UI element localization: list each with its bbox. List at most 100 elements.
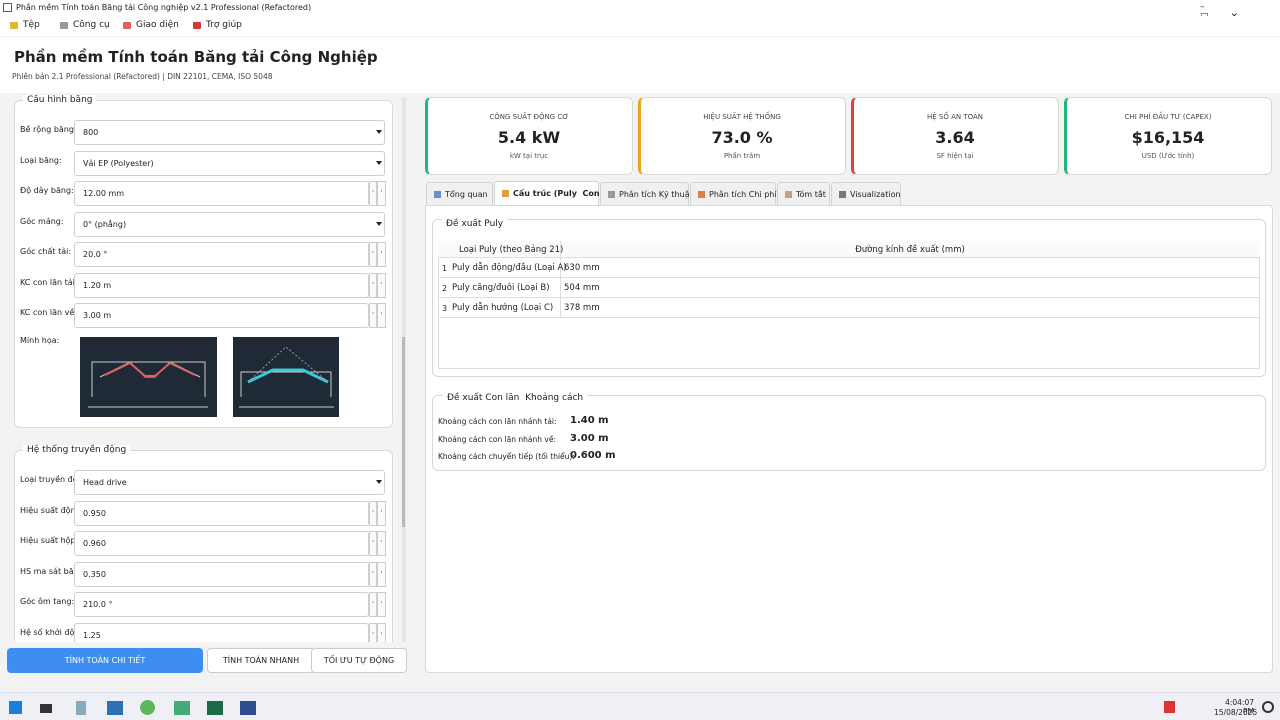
spin-down[interactable]: · — [369, 561, 377, 587]
pulley-diameter: 504 mm — [564, 283, 600, 293]
field-value: 0.950 — [83, 508, 106, 518]
field-label: HS ma sát băng-tang: — [20, 566, 108, 576]
row-number: 2 — [442, 284, 448, 293]
taskbar-app[interactable] — [174, 701, 190, 715]
spin-box[interactable]: 1.25 — [74, 622, 369, 642]
tab-label: Tổng quan — [445, 190, 488, 199]
menu-icon — [60, 22, 68, 29]
spin-up[interactable]: · — [377, 531, 386, 556]
spin-box[interactable]: 0.350 — [74, 561, 369, 587]
primary-button[interactable]: TÍNH TOÁN CHI TIẾT — [7, 648, 203, 673]
field-value: 3.00 m — [83, 311, 112, 320]
spin-down[interactable]: · — [369, 272, 377, 298]
tab-label: Tóm tắt — [796, 190, 826, 199]
field-label: Hiệu suất động cơ: — [20, 505, 96, 515]
menu-icon — [10, 22, 18, 29]
field-label: Minh họa: — [20, 336, 60, 345]
menu-item[interactable]: Giao diện — [136, 20, 179, 30]
notification[interactable] — [1262, 701, 1274, 713]
spin-box[interactable]: 12.00 mm — [74, 181, 369, 206]
secondary-button[interactable]: TỐI ƯU TỰ ĐỘNG — [311, 648, 407, 673]
taskbar-app[interactable] — [40, 704, 52, 713]
combo-box[interactable]: Head drive — [74, 470, 385, 495]
field-value: 0.960 — [83, 539, 106, 548]
tab[interactable]: Tổng quan — [426, 182, 493, 205]
spin-box[interactable]: 3.00 m — [74, 303, 369, 328]
spin-up[interactable]: · — [377, 561, 386, 587]
column-header: Loại Puly (theo Bảng 21) — [459, 245, 564, 255]
kpi-title: CÔNG SUẤT ĐỘNG CƠ — [489, 113, 569, 121]
kpi-card — [638, 97, 846, 175]
kpi-caption: kW tại trục — [509, 152, 549, 160]
menu-item[interactable]: Công cụ — [73, 20, 110, 30]
field-label: Hệ số khởi động: — [20, 627, 88, 637]
secondary-button[interactable]: TÍNH TOÁN NHANH — [207, 648, 315, 673]
spin-up[interactable]: · — [377, 242, 386, 267]
settings-panel: Cấu hình băng Bề rộng băng: 800 Loại băng: V… — [7, 95, 401, 642]
kpi-cards: CÔNG SUẤT ĐỘNG CƠ 5.4 kW kW tại trục HIỆU S… — [0, 97, 1280, 177]
combo-box[interactable]: 800 — [74, 120, 385, 145]
spin-up[interactable]: · — [377, 272, 386, 298]
spin-box[interactable]: 20.0 ° — [74, 242, 369, 267]
kpi-value: $16,154 — [1131, 128, 1205, 147]
scrollbar[interactable] — [402, 97, 406, 642]
spin-up[interactable]: · — [377, 303, 386, 328]
spin-down[interactable]: · — [369, 303, 377, 328]
row-number: 1 — [442, 264, 448, 273]
taskbar-app[interactable] — [107, 701, 123, 715]
column-divider — [560, 241, 561, 318]
spin-down[interactable]: · — [369, 592, 377, 617]
spacing-label: Khoảng cách con lăn nhánh về: — [438, 434, 556, 444]
spin-down[interactable]: · — [369, 181, 377, 206]
taskbar-app[interactable] — [140, 700, 155, 715]
spin-up[interactable]: · — [377, 181, 386, 206]
spacing-label: Khoảng cách con lăn nhánh tải: — [438, 417, 557, 426]
tab[interactable]: Phân tích Kỹ thuật — [600, 182, 693, 205]
spacing-value: 3.00 m — [570, 432, 609, 444]
group-title: Đề xuất Con lăn Khoảng cách — [443, 393, 588, 403]
spin-box[interactable]: 0.950 — [74, 500, 369, 526]
spin-up[interactable]: · — [377, 592, 386, 617]
spin-box[interactable]: 210.0 ° — [74, 592, 369, 617]
combo-box[interactable]: Vải EP (Polyester) — [74, 150, 385, 176]
start-button[interactable] — [9, 701, 22, 714]
spacing-value: 1.40 m — [570, 415, 609, 426]
spin-down[interactable]: · — [369, 531, 377, 556]
spin-down[interactable]: · — [369, 622, 377, 642]
combo-box[interactable]: 0° (phẳng) — [74, 211, 385, 237]
tab-icon — [502, 190, 509, 197]
menu-icon — [193, 22, 201, 29]
field-label: Độ dày băng: — [20, 186, 74, 195]
spin-box[interactable]: 1.20 m — [74, 272, 369, 298]
spin-down[interactable]: · — [369, 242, 377, 267]
illustration — [80, 337, 217, 417]
kpi-caption: USD (Ước tính) — [1141, 152, 1195, 160]
spin-box[interactable]: 0.960 — [74, 531, 369, 556]
header: Phần mềm Tính toán Băng tải Công Nghiệp … — [0, 37, 1280, 93]
column-header: Đường kính đề xuất (mm) — [855, 245, 965, 255]
taskbar-app[interactable] — [240, 701, 256, 715]
taskbar-app[interactable] — [76, 701, 86, 715]
spin-down[interactable]: · — [369, 500, 377, 526]
field-value: Vải EP (Polyester) — [83, 158, 154, 168]
tab[interactable]: Cấu trúc (Puly Con lăn) — [494, 181, 620, 206]
menu-item[interactable]: Tệp — [23, 20, 40, 30]
pulley-type: Puly căng/đuôi (Loại B) — [452, 283, 550, 293]
scroll-thumb[interactable] — [402, 337, 405, 527]
menu-bar: Tệp Công cụ Giao diện Trợ giúp — [0, 16, 1280, 36]
app-icon — [3, 3, 12, 12]
tray-icon[interactable] — [1164, 701, 1175, 713]
menu-item[interactable]: Trợ giúp — [206, 20, 242, 30]
spin-up[interactable]: · — [377, 622, 386, 642]
field-value: 12.00 mm — [83, 189, 125, 198]
tab[interactable]: Tóm tắt — [777, 182, 830, 205]
dropdown-arrow — [376, 130, 382, 134]
tab[interactable]: Phân tích Chi phí — [690, 182, 777, 205]
taskbar: 4:04:07 PM 15/08/2025 — [0, 692, 1280, 720]
tab[interactable]: Visualization — [831, 182, 901, 205]
pulley-diameter: 630 mm — [564, 263, 600, 273]
field-label: Bề rộng băng: — [20, 125, 77, 134]
spin-up[interactable]: · — [377, 500, 386, 526]
taskbar-app[interactable] — [207, 701, 223, 715]
field-value: 0° (phẳng) — [83, 219, 127, 229]
